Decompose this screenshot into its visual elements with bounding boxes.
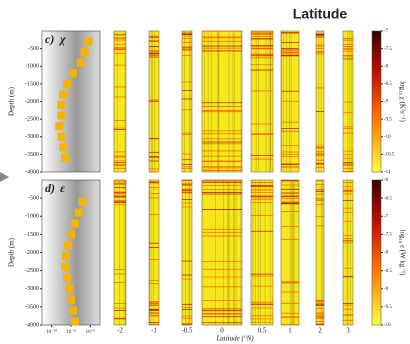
profile-point <box>68 69 77 78</box>
y-tick-label: -1000 <box>25 214 39 220</box>
x-axis-label: Latitude (°N) <box>215 335 254 343</box>
panel-label: d) <box>45 181 55 195</box>
profile-point <box>78 197 87 206</box>
colorbar-tick-label: -8.5 <box>384 269 392 274</box>
y-tick-label: -3500 <box>25 304 39 310</box>
x-tick-label: -1 <box>151 327 157 335</box>
profile-point <box>59 90 68 99</box>
colorbar-tick-label: -7 <box>384 214 389 219</box>
colorbar-tick-label: -9.5 <box>384 305 392 310</box>
colorbar-tick-label: -7 <box>384 29 389 34</box>
colorbar-tick-label: -10.5 <box>384 153 395 158</box>
y-tick-label: -3500 <box>25 152 39 158</box>
strip <box>113 179 127 326</box>
strip <box>315 30 325 173</box>
colorbar-tick-label: -7.5 <box>384 233 392 238</box>
y-tick-label: -2000 <box>25 99 39 105</box>
x-tick-label: 2 <box>318 327 322 335</box>
y-tick-label: -1500 <box>25 232 39 238</box>
colorbar-tick-label: -8 <box>384 64 389 69</box>
profile-point <box>74 208 83 217</box>
x-tick-label: 0 <box>220 327 224 335</box>
strip <box>148 179 160 326</box>
profile-point <box>70 317 79 326</box>
x-tick-label: 10⁻¹⁰ <box>46 329 57 335</box>
x-tick-label: 10⁻⁶ <box>86 329 96 335</box>
colorbar-tick-label: -9 <box>384 100 389 105</box>
x-tick-label: 0.5 <box>258 327 267 335</box>
profile-point <box>80 48 89 57</box>
y-tick-label: -2500 <box>25 268 39 274</box>
profile-point <box>68 306 77 315</box>
profile-point <box>67 230 75 239</box>
y-axis-label: Depth (m) <box>8 86 16 116</box>
profile-point <box>70 219 79 228</box>
colorbar-tick-label: -10 <box>384 323 391 328</box>
profile-point <box>65 284 74 293</box>
y-tick-label: -2500 <box>25 117 39 123</box>
arrow <box>0 172 9 182</box>
profile-point <box>55 122 64 131</box>
colorbar-tick-label: -9.5 <box>384 117 392 122</box>
y-tick-label: -3000 <box>25 286 39 292</box>
profile-point <box>63 273 72 282</box>
colorbar <box>371 179 382 326</box>
y-tick-label: -4000 <box>25 169 39 175</box>
x-tick-label: -2 <box>117 327 123 335</box>
y-tick-label: -1000 <box>25 64 39 70</box>
y-tick-label: -1500 <box>25 81 39 87</box>
colorbar-tick-label: -9 <box>384 287 389 292</box>
x-tick-label: 3 <box>346 327 350 335</box>
panel-symbol: χ <box>58 32 66 46</box>
profile-point <box>76 58 85 67</box>
y-tick-label: -4000 <box>25 322 39 328</box>
x-tick-label: 1 <box>288 327 292 335</box>
profile-point <box>84 37 93 46</box>
strip <box>315 179 325 326</box>
profile-bg <box>41 30 101 173</box>
profile-point <box>61 263 70 271</box>
strip <box>201 30 243 173</box>
colorbar-label: log₁₀ χ (K²s⁻¹) <box>398 81 406 122</box>
profile-point <box>57 132 66 141</box>
y-tick-label: -500 <box>28 46 39 52</box>
colorbar-tick-label: -7.5 <box>384 47 392 52</box>
profile-point <box>57 101 66 110</box>
y-tick-label: -2000 <box>25 250 39 256</box>
colorbar-tick-label: -10 <box>384 135 391 140</box>
panel-symbol: ε <box>60 181 65 195</box>
strip <box>250 30 274 173</box>
x-tick-label: 10⁻⁸ <box>66 329 76 335</box>
profile-point <box>59 143 68 152</box>
colorbar-tick-label: -8.5 <box>384 82 392 87</box>
figure-title: Latitude <box>293 6 348 22</box>
strip <box>113 30 127 173</box>
y-tick-label: -3000 <box>25 134 39 140</box>
profile-point <box>67 295 75 304</box>
profile-point <box>63 79 72 88</box>
profile-point <box>57 111 66 120</box>
profile-point <box>64 241 73 250</box>
profile-point <box>62 252 71 261</box>
colorbar-tick-label: -6 <box>384 178 389 183</box>
y-tick-label: -500 <box>28 196 39 202</box>
strip <box>181 30 193 173</box>
colorbar-tick-label: -6.5 <box>384 196 392 201</box>
colorbar-tick-label: -8 <box>384 251 389 256</box>
strip <box>250 179 274 326</box>
colorbar-label: log₁₀ ε (W kg⁻¹) <box>398 230 406 277</box>
colorbar <box>371 30 382 173</box>
x-tick-label: -0.5 <box>181 327 193 335</box>
y-axis-label: Depth (m) <box>8 237 16 267</box>
colorbar-tick-label: -11 <box>384 170 391 175</box>
profile-point <box>61 153 70 162</box>
strip <box>181 179 193 326</box>
panel-label: c) <box>45 32 54 46</box>
